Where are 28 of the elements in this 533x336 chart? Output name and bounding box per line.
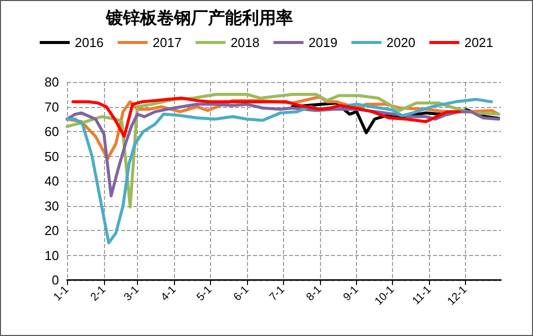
y-tick-label: 30 — [44, 198, 59, 214]
legend-label: 2016 — [74, 35, 104, 50]
x-tick-label: 12-1 — [445, 284, 470, 308]
x-tick-label: 8-1 — [304, 284, 324, 304]
line-series — [71, 96, 461, 138]
legend-label: 2021 — [464, 35, 494, 50]
y-tick-label: 70 — [44, 99, 59, 114]
x-tick-label: 9-1 — [341, 284, 361, 304]
legend-label: 2020 — [386, 35, 416, 50]
y-tick-label: 20 — [44, 223, 59, 238]
legend-label: 2018 — [230, 35, 260, 50]
y-tick-label: 50 — [44, 148, 59, 164]
x-tick-label: 11-1 — [410, 284, 434, 308]
y-tick-label: 40 — [44, 174, 59, 188]
legend-label: 2017 — [152, 35, 182, 50]
x-tick-label: 10-1 — [372, 284, 397, 308]
line-series — [66, 98, 493, 244]
x-tick-label: 4-1 — [158, 284, 179, 304]
x-tick-label: 5-1 — [194, 284, 214, 304]
y-tick-label: 60 — [44, 124, 59, 139]
x-tick-label: 6-1 — [232, 284, 252, 304]
x-tick-label: 7-1 — [267, 284, 288, 304]
y-tick-label: 80 — [44, 74, 59, 90]
x-tick-label: 3-1 — [122, 284, 142, 304]
legend-label: 2019 — [308, 35, 338, 50]
x-tick-label: 2-1 — [88, 284, 108, 304]
chart-title: 镀锌板卷钢厂产能利用率 — [105, 8, 293, 28]
y-tick-label: 10 — [44, 248, 59, 263]
